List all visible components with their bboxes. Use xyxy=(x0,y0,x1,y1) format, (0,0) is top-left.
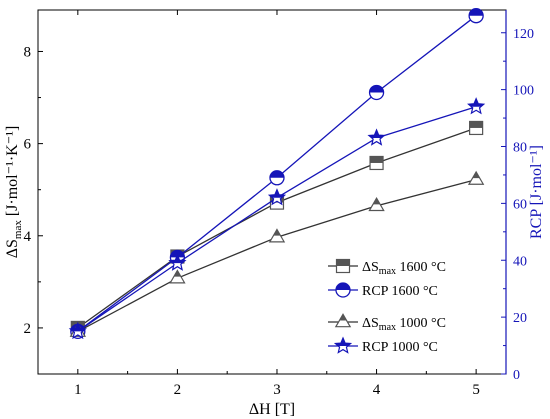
y-left-tick-label: 6 xyxy=(24,137,32,153)
marker-fill xyxy=(173,270,181,277)
legend-label-main: RCP xyxy=(362,340,389,355)
marker-fill xyxy=(468,98,484,107)
data-point xyxy=(469,120,484,136)
y-left-axis-label: ΔSmax [J·mol⁻¹·K⁻¹] xyxy=(4,126,24,259)
marker-fill-group xyxy=(169,255,186,264)
legend-marker xyxy=(333,336,353,354)
y-left-tick-label: 8 xyxy=(24,44,32,60)
legend-label-rest: 1600 °C xyxy=(388,284,438,299)
marker-fill xyxy=(370,156,384,163)
y-right-tick-label: 0 xyxy=(513,368,520,383)
legend-label: RCP 1000 °C xyxy=(362,340,438,355)
series-3 xyxy=(68,97,486,340)
y-right-tick-label: 80 xyxy=(513,141,527,156)
y-left-tick-label: 4 xyxy=(24,229,32,245)
x-tick-label: 1 xyxy=(74,382,82,398)
legend-label-rest: 1600 °C xyxy=(396,260,446,275)
data-point xyxy=(467,170,485,185)
legend-label-rest: 1000 °C xyxy=(388,340,438,355)
marker-fill-group xyxy=(468,98,484,107)
legend-label: ΔSmax 1000 °C xyxy=(362,316,446,333)
marker-fill xyxy=(336,259,350,266)
data-point xyxy=(269,170,285,186)
y-left-label-sub: max xyxy=(12,220,24,239)
marker-fill xyxy=(70,323,86,332)
marker-outline xyxy=(467,170,485,185)
y-left-tick-label: 2 xyxy=(24,321,32,337)
legend-label-sub: max xyxy=(379,266,396,277)
marker-outline xyxy=(368,196,385,212)
marker-outline xyxy=(268,228,286,243)
marker-fill-group xyxy=(335,338,351,346)
x-axis-label: ΔH [T] xyxy=(249,401,295,418)
legend-label-rest: 1000 °C xyxy=(396,316,446,331)
y-right-tick-label: 100 xyxy=(513,84,534,99)
y-left-label-unit: [J·mol⁻¹·K⁻¹] xyxy=(4,126,21,220)
marker-fill xyxy=(269,189,285,198)
marker-fill xyxy=(335,338,351,346)
data-point xyxy=(168,253,187,271)
marker-fill xyxy=(269,170,284,178)
marker-fill-group xyxy=(368,129,385,138)
y-right-tick-label: 60 xyxy=(513,197,527,212)
data-point xyxy=(68,321,87,340)
data-point xyxy=(369,155,384,171)
x-tick-label: 2 xyxy=(174,382,182,398)
data-point xyxy=(268,228,286,243)
marker-fill xyxy=(368,129,385,138)
legend-item: ΔSmax 1000 °C xyxy=(328,313,446,333)
marker-fill xyxy=(169,255,186,264)
y-right-tick-label: 20 xyxy=(513,311,527,326)
x-tick-label: 4 xyxy=(373,382,381,398)
data-point xyxy=(468,8,484,24)
data-point xyxy=(467,97,486,115)
marker-fill xyxy=(336,283,350,290)
legend-item: RCP 1000 °C xyxy=(328,336,438,355)
marker-fill-group xyxy=(269,189,285,198)
legend-label-main: RCP xyxy=(362,284,389,299)
marker-fill xyxy=(469,121,483,128)
data-point xyxy=(368,84,385,101)
data-point xyxy=(169,269,186,284)
marker-fill xyxy=(369,85,384,93)
legend-marker xyxy=(334,313,352,328)
x-tick-label: 5 xyxy=(472,382,480,398)
legend-label-main: ΔS xyxy=(362,260,379,275)
y-right-axis-label: RCP [J·mol⁻¹] xyxy=(528,145,545,239)
y-right-tick-label: 120 xyxy=(513,27,534,42)
data-point xyxy=(367,128,386,146)
x-tick-label: 3 xyxy=(273,382,281,398)
marker-outline xyxy=(334,313,352,328)
marker-fill xyxy=(273,229,281,236)
y-left-axis-label-text: ΔSmax [J·mol⁻¹·K⁻¹] xyxy=(4,126,24,259)
legend-label: RCP 1600 °C xyxy=(362,284,438,299)
marker-outline xyxy=(169,269,186,284)
marker-fill-group xyxy=(70,323,86,332)
legend-label: ΔSmax 1600 °C xyxy=(362,260,446,277)
marker-fill xyxy=(372,198,381,205)
marker-fill xyxy=(339,314,347,321)
marker-fill xyxy=(469,8,484,16)
legend-label-sub: max xyxy=(379,322,396,333)
marker-fill xyxy=(472,171,480,179)
data-point xyxy=(368,196,385,212)
legend-marker xyxy=(335,282,351,298)
series-2 xyxy=(69,170,485,337)
legend-item: RCP 1600 °C xyxy=(328,282,438,299)
legend-label-main: ΔS xyxy=(362,316,379,331)
legend-item: ΔSmax 1600 °C xyxy=(328,258,446,277)
data-point xyxy=(267,188,287,206)
y-right-tick-label: 40 xyxy=(513,254,527,269)
y-left-label-main: ΔS xyxy=(4,239,21,258)
legend-marker xyxy=(335,258,351,274)
